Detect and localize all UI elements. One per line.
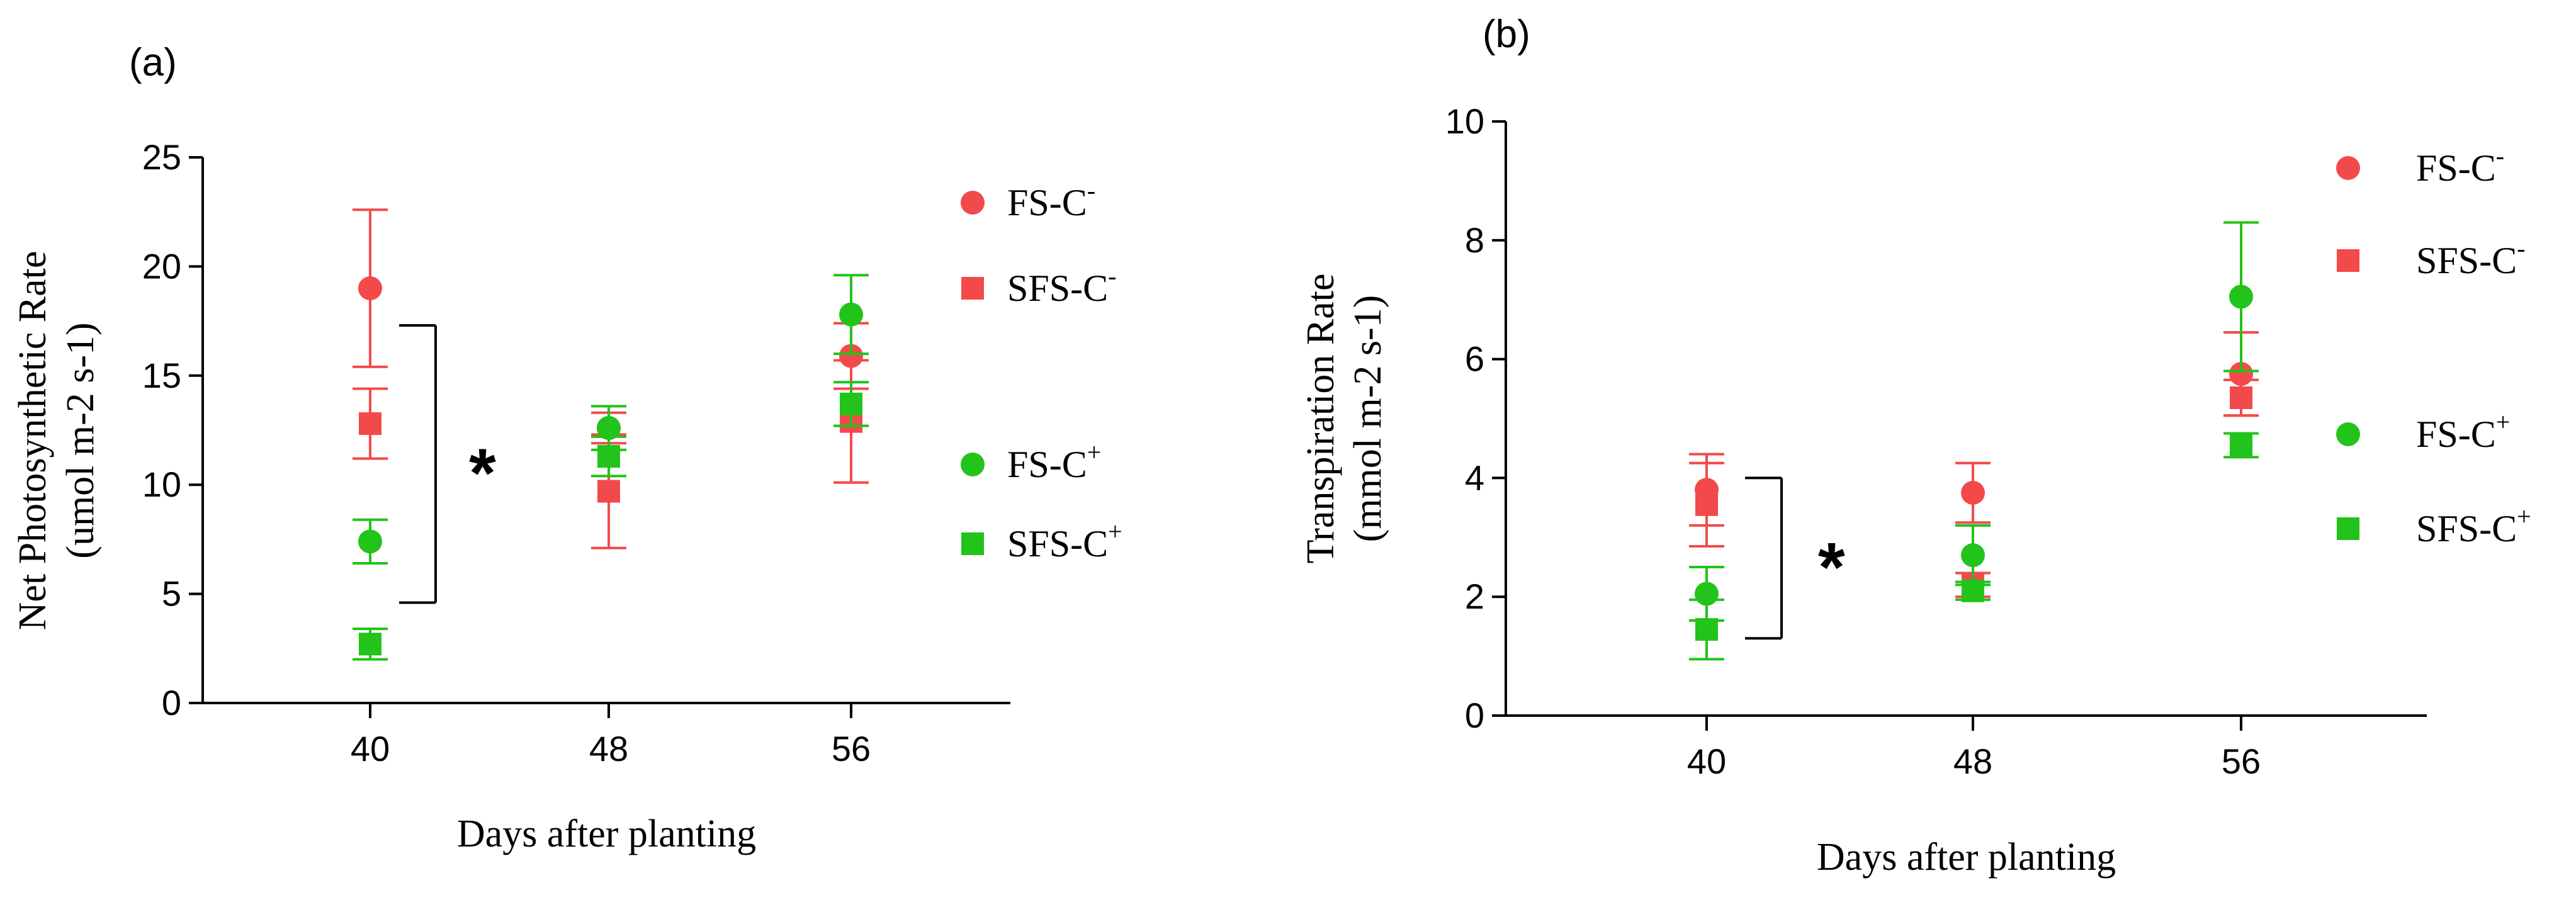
legend-label-superscript: + — [1087, 438, 1102, 466]
data-point-square — [1695, 493, 1718, 516]
series-fs-c- — [1689, 331, 2259, 527]
data-point-circle — [358, 276, 382, 301]
y-tick-label: 10 — [142, 464, 181, 504]
data-point-square — [1962, 579, 1984, 602]
legend-label: SFS-C- — [2416, 234, 2525, 281]
legend-label-superscript: - — [1087, 176, 1095, 205]
legend-label-base: FS-C — [2416, 413, 2496, 455]
data-point-square — [597, 445, 620, 468]
data-point-square — [597, 480, 620, 503]
legend-marker-square — [961, 277, 984, 300]
legend-entry: SFS-C+ — [961, 517, 1122, 565]
panel-b-transpiration-rate: 0 2 4 6 8 10 40 48 56 Days after planting Transpir… — [1299, 13, 2531, 879]
data-point-circle — [1961, 543, 1985, 568]
legend-label-superscript: - — [1108, 262, 1116, 290]
legend-label-base: SFS-C — [2416, 240, 2517, 281]
y-tick-label: 10 — [1445, 101, 1484, 141]
y-tick-label: 2 — [1465, 577, 1484, 616]
legend-label: SFS-C- — [1007, 262, 1116, 309]
panel-a-net-photosynthetic-rate: 0 5 10 15 20 25 40 48 56 Days after planting Net P… — [11, 41, 1122, 855]
data-point-square — [359, 633, 381, 656]
data-point-square — [2230, 434, 2252, 457]
legend-entry: FS-C+ — [2336, 408, 2510, 455]
legend-marker-square — [961, 532, 984, 555]
legend-marker-circle — [2336, 422, 2360, 446]
legend-entry: SFS-C- — [2337, 234, 2525, 281]
x-axis-title: Days after planting — [457, 813, 756, 855]
legend-label-superscript: - — [2517, 234, 2525, 262]
y-axis-title-line2: (mmol m-2 s-1) — [1347, 295, 1389, 543]
legend-label-base: FS-C — [2416, 147, 2496, 189]
legend-entry: SFS-C- — [961, 262, 1116, 309]
significance-bracket: * — [399, 324, 496, 604]
legend-label-base: SFS-C — [2416, 508, 2517, 549]
x-tick-label: 40 — [1687, 741, 1726, 781]
legend-marker-circle — [2336, 156, 2360, 180]
y-axis-title-line1: Transpiration Rate — [1299, 274, 1342, 564]
data-point-circle — [839, 344, 863, 368]
series-fs-c- — [353, 274, 869, 565]
data-point-square — [359, 412, 381, 436]
legend-label: SFS-C+ — [2416, 502, 2531, 549]
y-tick-label: 25 — [142, 137, 181, 177]
legend-entry: FS-C- — [961, 176, 1095, 223]
data-point-square — [1695, 618, 1718, 641]
significance-star: * — [469, 434, 496, 512]
legend-label-base: SFS-C — [1007, 267, 1108, 309]
data-point-square — [840, 392, 862, 415]
data-point-circle — [358, 529, 382, 554]
x-tick-label: 56 — [2222, 741, 2261, 781]
series-sfs-c- — [1689, 432, 2259, 661]
data-point-circle — [839, 302, 863, 327]
legend-label: SFS-C+ — [1007, 517, 1122, 565]
y-tick-label: 20 — [142, 246, 181, 286]
legend-entry: FS-C+ — [961, 438, 1101, 485]
y-tick-label: 5 — [162, 574, 181, 614]
series-sfs-c- — [353, 381, 869, 661]
significance-bracket: * — [1745, 476, 1845, 640]
series-fs-c- — [1689, 221, 2259, 622]
legend-marker-square — [2337, 517, 2359, 540]
legend-label-base: SFS-C — [1007, 523, 1108, 565]
legend-marker-circle — [961, 191, 985, 215]
y-tick-label: 15 — [142, 356, 181, 395]
data-point-circle — [2229, 284, 2253, 309]
legend-label: FS-C+ — [2416, 408, 2510, 455]
legend-label: FS-C- — [2416, 142, 2504, 189]
data-point-square — [2230, 386, 2252, 409]
y-axis-title-line2: (umol m-2 s-1) — [59, 322, 102, 558]
y-tick-label: 0 — [1465, 695, 1484, 735]
legend-marker-circle — [961, 453, 985, 476]
data-point-circle — [597, 416, 621, 441]
y-tick-label: 8 — [1465, 220, 1484, 260]
legend-label-superscript: + — [2517, 502, 2531, 531]
y-tick-label: 4 — [1465, 458, 1484, 497]
x-tick-label: 48 — [1953, 741, 1992, 781]
legend-label-superscript: + — [1108, 517, 1122, 546]
panel-label: (b) — [1483, 13, 1530, 56]
y-tick-label: 0 — [162, 683, 181, 723]
legend-label-superscript: - — [2496, 142, 2504, 170]
legend-entry: SFS-C+ — [2337, 502, 2531, 549]
data-point-circle — [1961, 481, 1985, 505]
significance-star: * — [1818, 529, 1845, 606]
legend-entry: FS-C- — [2336, 142, 2504, 189]
legend-marker-square — [2337, 249, 2359, 272]
legend-label: FS-C+ — [1007, 438, 1101, 485]
legend-label-base: FS-C — [1007, 182, 1087, 223]
x-tick-label: 48 — [589, 729, 628, 768]
panel-label: (a) — [129, 41, 177, 84]
legend-label-superscript: + — [2496, 408, 2511, 436]
y-axis-title-line1: Net Photosynthetic Rate — [11, 251, 54, 631]
x-tick-label: 56 — [832, 729, 871, 768]
y-tick-label: 6 — [1465, 339, 1484, 379]
x-axis-title: Days after planting — [1817, 836, 2116, 879]
legend-label: FS-C- — [1007, 176, 1095, 223]
x-tick-label: 40 — [351, 729, 390, 768]
legend-label-base: FS-C — [1007, 444, 1087, 485]
